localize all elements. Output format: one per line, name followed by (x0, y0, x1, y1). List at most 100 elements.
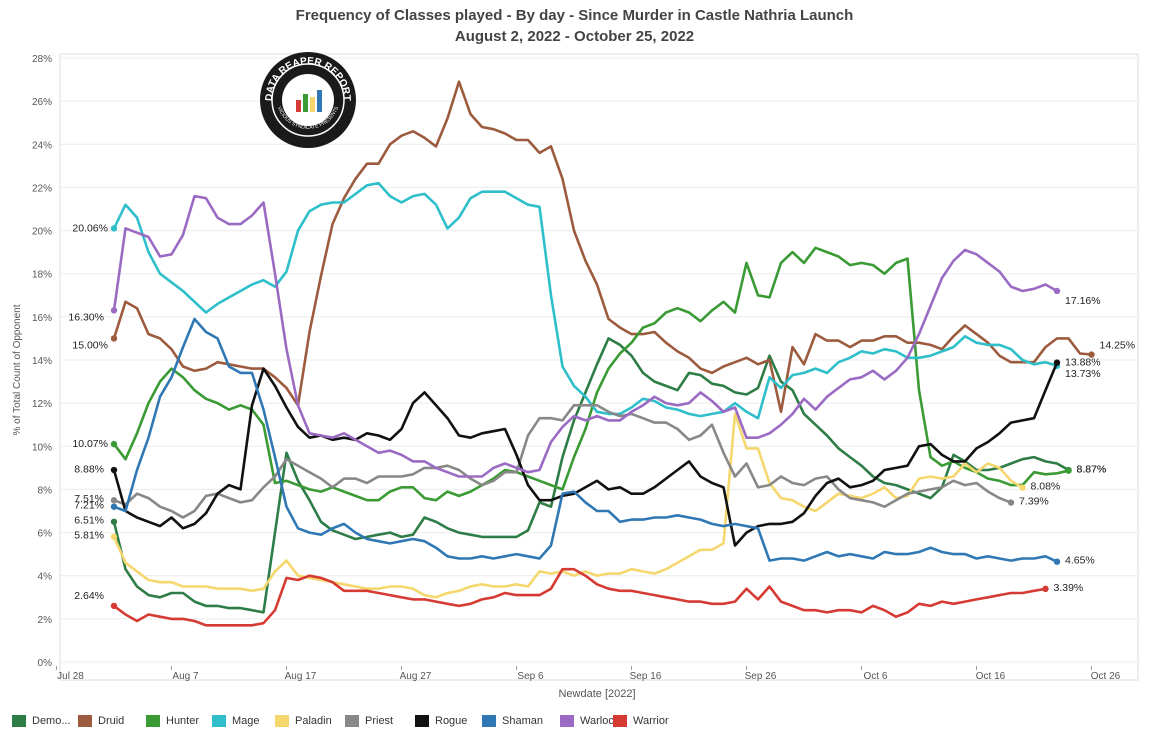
x-tick-label: Sep 16 (630, 671, 662, 682)
legend-item[interactable]: Demo... (12, 711, 71, 731)
data-reaper-logo: DATA REAPER REPORT VICIOUS SYNDICATE PRE… (258, 50, 358, 150)
x-tick-label: Oct 26 (1091, 671, 1121, 682)
y-tick-label: 28% (32, 54, 52, 65)
y-tick-label: 14% (32, 356, 52, 367)
legend-swatch (212, 715, 226, 727)
end-value-label: 7.39% (1019, 496, 1049, 508)
line-chart: 0% 2% 4% 6% 8% 10% 12% 14% 16% 18% 20% 22% 24% 26% 28%… (12, 53, 1139, 700)
end-point (1053, 287, 1061, 295)
end-value-label: 14.25% (1100, 340, 1136, 352)
legend-item[interactable]: Rogue (415, 711, 467, 731)
y-tick-label: 26% (32, 97, 52, 108)
bar-chart-icon (296, 90, 322, 112)
chart-title: Frequency of Classes played - By day - S… (295, 7, 854, 24)
series-line-hunter (112, 246, 1069, 502)
end-value-label: 17.16% (1065, 295, 1101, 307)
end-point (1065, 467, 1072, 474)
end-value-label: 8.08% (1031, 481, 1061, 493)
end-point (1042, 585, 1049, 593)
end-value-label: 8.87% (1077, 464, 1107, 476)
legend-swatch (345, 715, 359, 727)
y-axis-label: % of Total Count of Opponent (12, 304, 23, 435)
data-labels: 6.51%8.87%15.00% 14.25%10.07%8.87%20.06%1… (68, 222, 1135, 602)
x-axis-label: Newdate [2022] (558, 688, 635, 700)
y-tick-label: 10% (32, 442, 52, 453)
chart-subtitle: August 2, 2022 - October 25, 2022 (454, 28, 695, 45)
start-value-label: 16.30% (68, 311, 104, 323)
x-tick-label: Oct 16 (976, 671, 1006, 682)
series-line-priest (113, 404, 1012, 519)
legend-label: Shaman (502, 715, 543, 727)
x-tick-label: Jul 28 (57, 671, 84, 682)
legend-item[interactable]: Mage (212, 711, 260, 731)
end-value-label: 13.88% (1065, 357, 1101, 369)
end-value-label: 8.87% (1077, 464, 1107, 476)
start-value-label: 6.51% (74, 515, 104, 527)
start-value-label: 10.07% (72, 438, 108, 450)
legend-item[interactable]: Hunter (146, 711, 199, 731)
legend-swatch (78, 715, 92, 727)
start-value-label: 20.06% (72, 222, 108, 234)
legend-label: Demo... (32, 715, 71, 727)
start-value-label: 7.21% (74, 499, 104, 511)
start-point (110, 602, 118, 610)
x-tick-label: Aug 7 (172, 671, 199, 682)
legend-swatch (613, 715, 627, 727)
y-tick-label: 16% (32, 313, 52, 324)
series-line-warlock (112, 194, 1058, 478)
legend-swatch (560, 715, 574, 727)
series-line-shaman (113, 317, 1058, 563)
series-line-mage (112, 181, 1058, 420)
legend-swatch (12, 715, 26, 727)
legend-label: Druid (98, 715, 125, 727)
legend-swatch (275, 715, 289, 727)
end-point (1053, 558, 1061, 565)
x-tick-label: Oct 6 (864, 671, 888, 682)
legend-item[interactable]: Paladin (275, 711, 332, 731)
legend: Demo... Druid Hunter Mage Paladin Priest Rogue… (0, 711, 1149, 733)
end-value-label: 4.65% (1065, 555, 1095, 567)
y-tick-label: 22% (32, 183, 52, 194)
series-lines (110, 80, 1095, 627)
y-tick-label: 18% (32, 270, 52, 281)
start-point (110, 307, 118, 314)
series-line-demo (112, 337, 1070, 614)
end-point (1007, 499, 1015, 506)
legend-label: Paladin (295, 715, 332, 727)
end-point (1053, 359, 1061, 366)
end-value-label: 13.73% (1065, 368, 1101, 380)
x-tick-label: Sep 6 (517, 671, 544, 682)
legend-swatch (482, 715, 496, 727)
start-value-label: 5.81% (74, 530, 104, 542)
start-point (110, 503, 118, 510)
y-tick-label: 6% (38, 529, 53, 540)
legend-swatch (146, 715, 160, 727)
legend-label: Hunter (166, 715, 200, 727)
x-tick-label: Sep 26 (745, 671, 777, 682)
x-tick-label: Aug 27 (400, 671, 432, 682)
legend-item[interactable]: Priest (345, 711, 393, 731)
series-line-druid (112, 80, 1092, 414)
start-point (110, 335, 118, 342)
legend-item[interactable]: Warrior (613, 711, 669, 731)
legend-swatch (415, 715, 429, 727)
start-point (110, 440, 118, 448)
start-value-label: 2.64% (74, 590, 104, 602)
end-value-label: 3.39% (1054, 582, 1084, 594)
y-tick-label: 2% (38, 615, 53, 626)
series-line-rogue (112, 362, 1059, 547)
y-tick-label: 0% (38, 658, 53, 669)
series-line-paladin (112, 412, 1024, 599)
end-point (1019, 484, 1026, 491)
y-tick-label: 4% (38, 572, 53, 583)
start-value-label: 7.51% (74, 493, 104, 505)
legend-label: Priest (365, 715, 394, 727)
legend-label: Rogue (435, 715, 468, 727)
start-value-label: 8.88% (74, 463, 104, 475)
end-point (1088, 351, 1095, 358)
legend-item[interactable]: Druid (78, 711, 124, 731)
start-point (110, 533, 118, 541)
x-tick-label: Aug 17 (285, 671, 317, 682)
legend-item[interactable]: Warlock (560, 711, 619, 731)
legend-item[interactable]: Shaman (482, 711, 543, 731)
